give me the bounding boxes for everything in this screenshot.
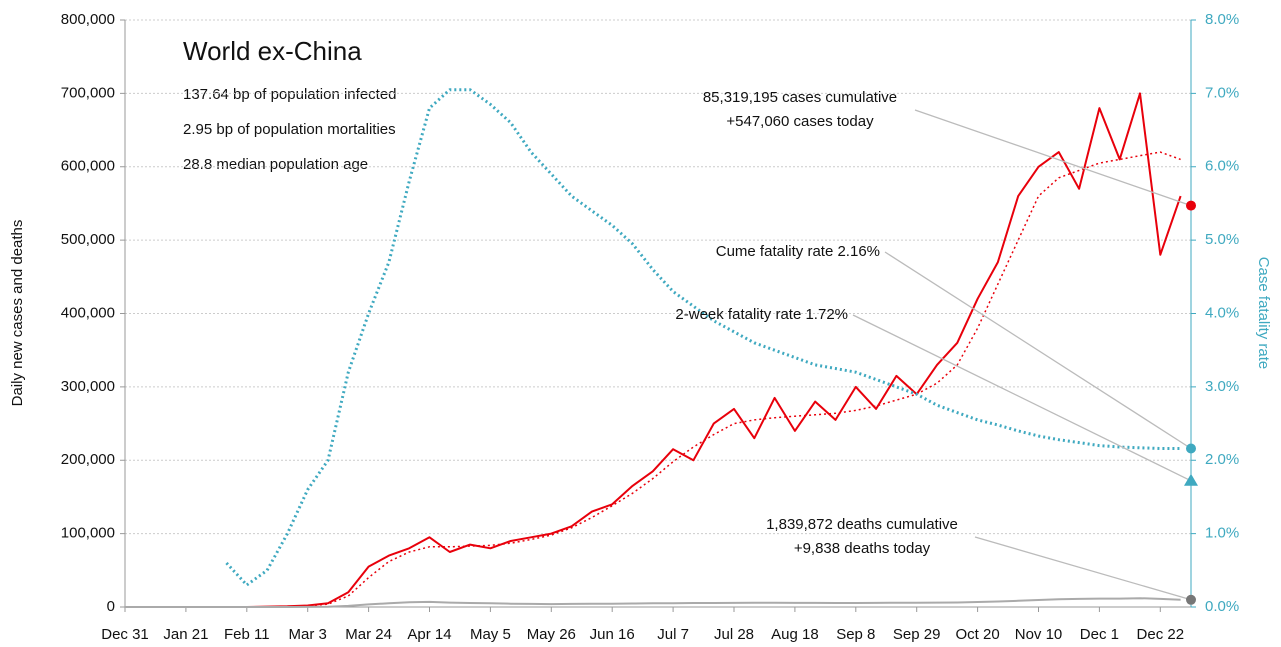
annotation: 2-week fatality rate 1.72% (675, 306, 848, 323)
y2-tick-label: 8.0% (1205, 11, 1239, 28)
y-tick-label: 600,000 (61, 158, 115, 175)
y-tick-label: 0 (107, 598, 115, 615)
y2-tick-label: 6.0% (1205, 158, 1239, 175)
annotation: +9,838 deaths today (794, 540, 931, 557)
y2-tick-label: 5.0% (1205, 231, 1239, 248)
y-tick-label: 500,000 (61, 231, 115, 248)
end-marker (1186, 200, 1196, 211)
subtitle: 28.8 median population age (183, 156, 368, 173)
y2-tick-label: 1.0% (1205, 525, 1239, 542)
y2-tick-label: 4.0% (1205, 304, 1239, 321)
x-tick-label: May 26 (527, 626, 576, 643)
chart-title: World ex-China (183, 36, 362, 66)
y-tick-label: 800,000 (61, 11, 115, 28)
end-marker (1186, 594, 1196, 605)
x-tick-label: Jul 28 (714, 626, 754, 643)
x-tick-label: Jul 7 (657, 626, 689, 643)
y2-axis-label: Case fatality rate (1255, 257, 1272, 370)
y-tick-label: 700,000 (61, 84, 115, 101)
x-tick-label: Dec 1 (1080, 626, 1119, 643)
y2-tick-label: 7.0% (1205, 84, 1239, 101)
x-tick-label: Mar 24 (345, 626, 392, 643)
subtitle: 2.95 bp of population mortalities (183, 121, 396, 138)
y-tick-label: 400,000 (61, 304, 115, 321)
x-tick-label: Sep 8 (836, 626, 875, 643)
x-tick-label: Sep 29 (893, 626, 941, 643)
y2-tick-label: 0.0% (1205, 598, 1239, 615)
x-tick-label: Jan 21 (163, 626, 208, 643)
annotation: 85,319,195 cases cumulative (703, 89, 897, 106)
x-tick-label: Dec 31 (101, 626, 149, 643)
y2-tick-label: 3.0% (1205, 378, 1239, 395)
annotation: 1,839,872 deaths cumulative (766, 516, 958, 533)
y-tick-label: 300,000 (61, 378, 115, 395)
series-line (125, 597, 1181, 608)
annotation: +547,060 cases today (726, 113, 874, 130)
series-line (225, 88, 1181, 587)
x-tick-label: Apr 14 (407, 626, 451, 643)
x-tick-label: Nov 10 (1015, 626, 1063, 643)
annotation: Cume fatality rate 2.16% (716, 243, 880, 260)
end-marker (1184, 473, 1198, 486)
x-tick-label: May 5 (470, 626, 511, 643)
x-tick-label: Dec 22 (1137, 626, 1185, 643)
leader-line (974, 536, 1192, 601)
y-tick-label: 100,000 (61, 525, 115, 542)
x-tick-label: Mar 3 (289, 626, 327, 643)
x-tick-label: Jun 16 (590, 626, 635, 643)
y2-tick-label: 2.0% (1205, 451, 1239, 468)
leader-line (884, 251, 1192, 450)
y-tick-label: 200,000 (61, 451, 115, 468)
y-axis-label: Daily new cases and deaths (9, 220, 26, 407)
leader-line (914, 109, 1192, 207)
subtitle: 137.64 bp of population infected (183, 86, 397, 103)
x-tick-label: Oct 20 (956, 626, 1000, 643)
leader-line (852, 314, 1192, 482)
x-tick-label: Aug 18 (771, 626, 819, 643)
x-tick-label: Feb 11 (224, 626, 270, 643)
end-marker (1186, 443, 1196, 454)
